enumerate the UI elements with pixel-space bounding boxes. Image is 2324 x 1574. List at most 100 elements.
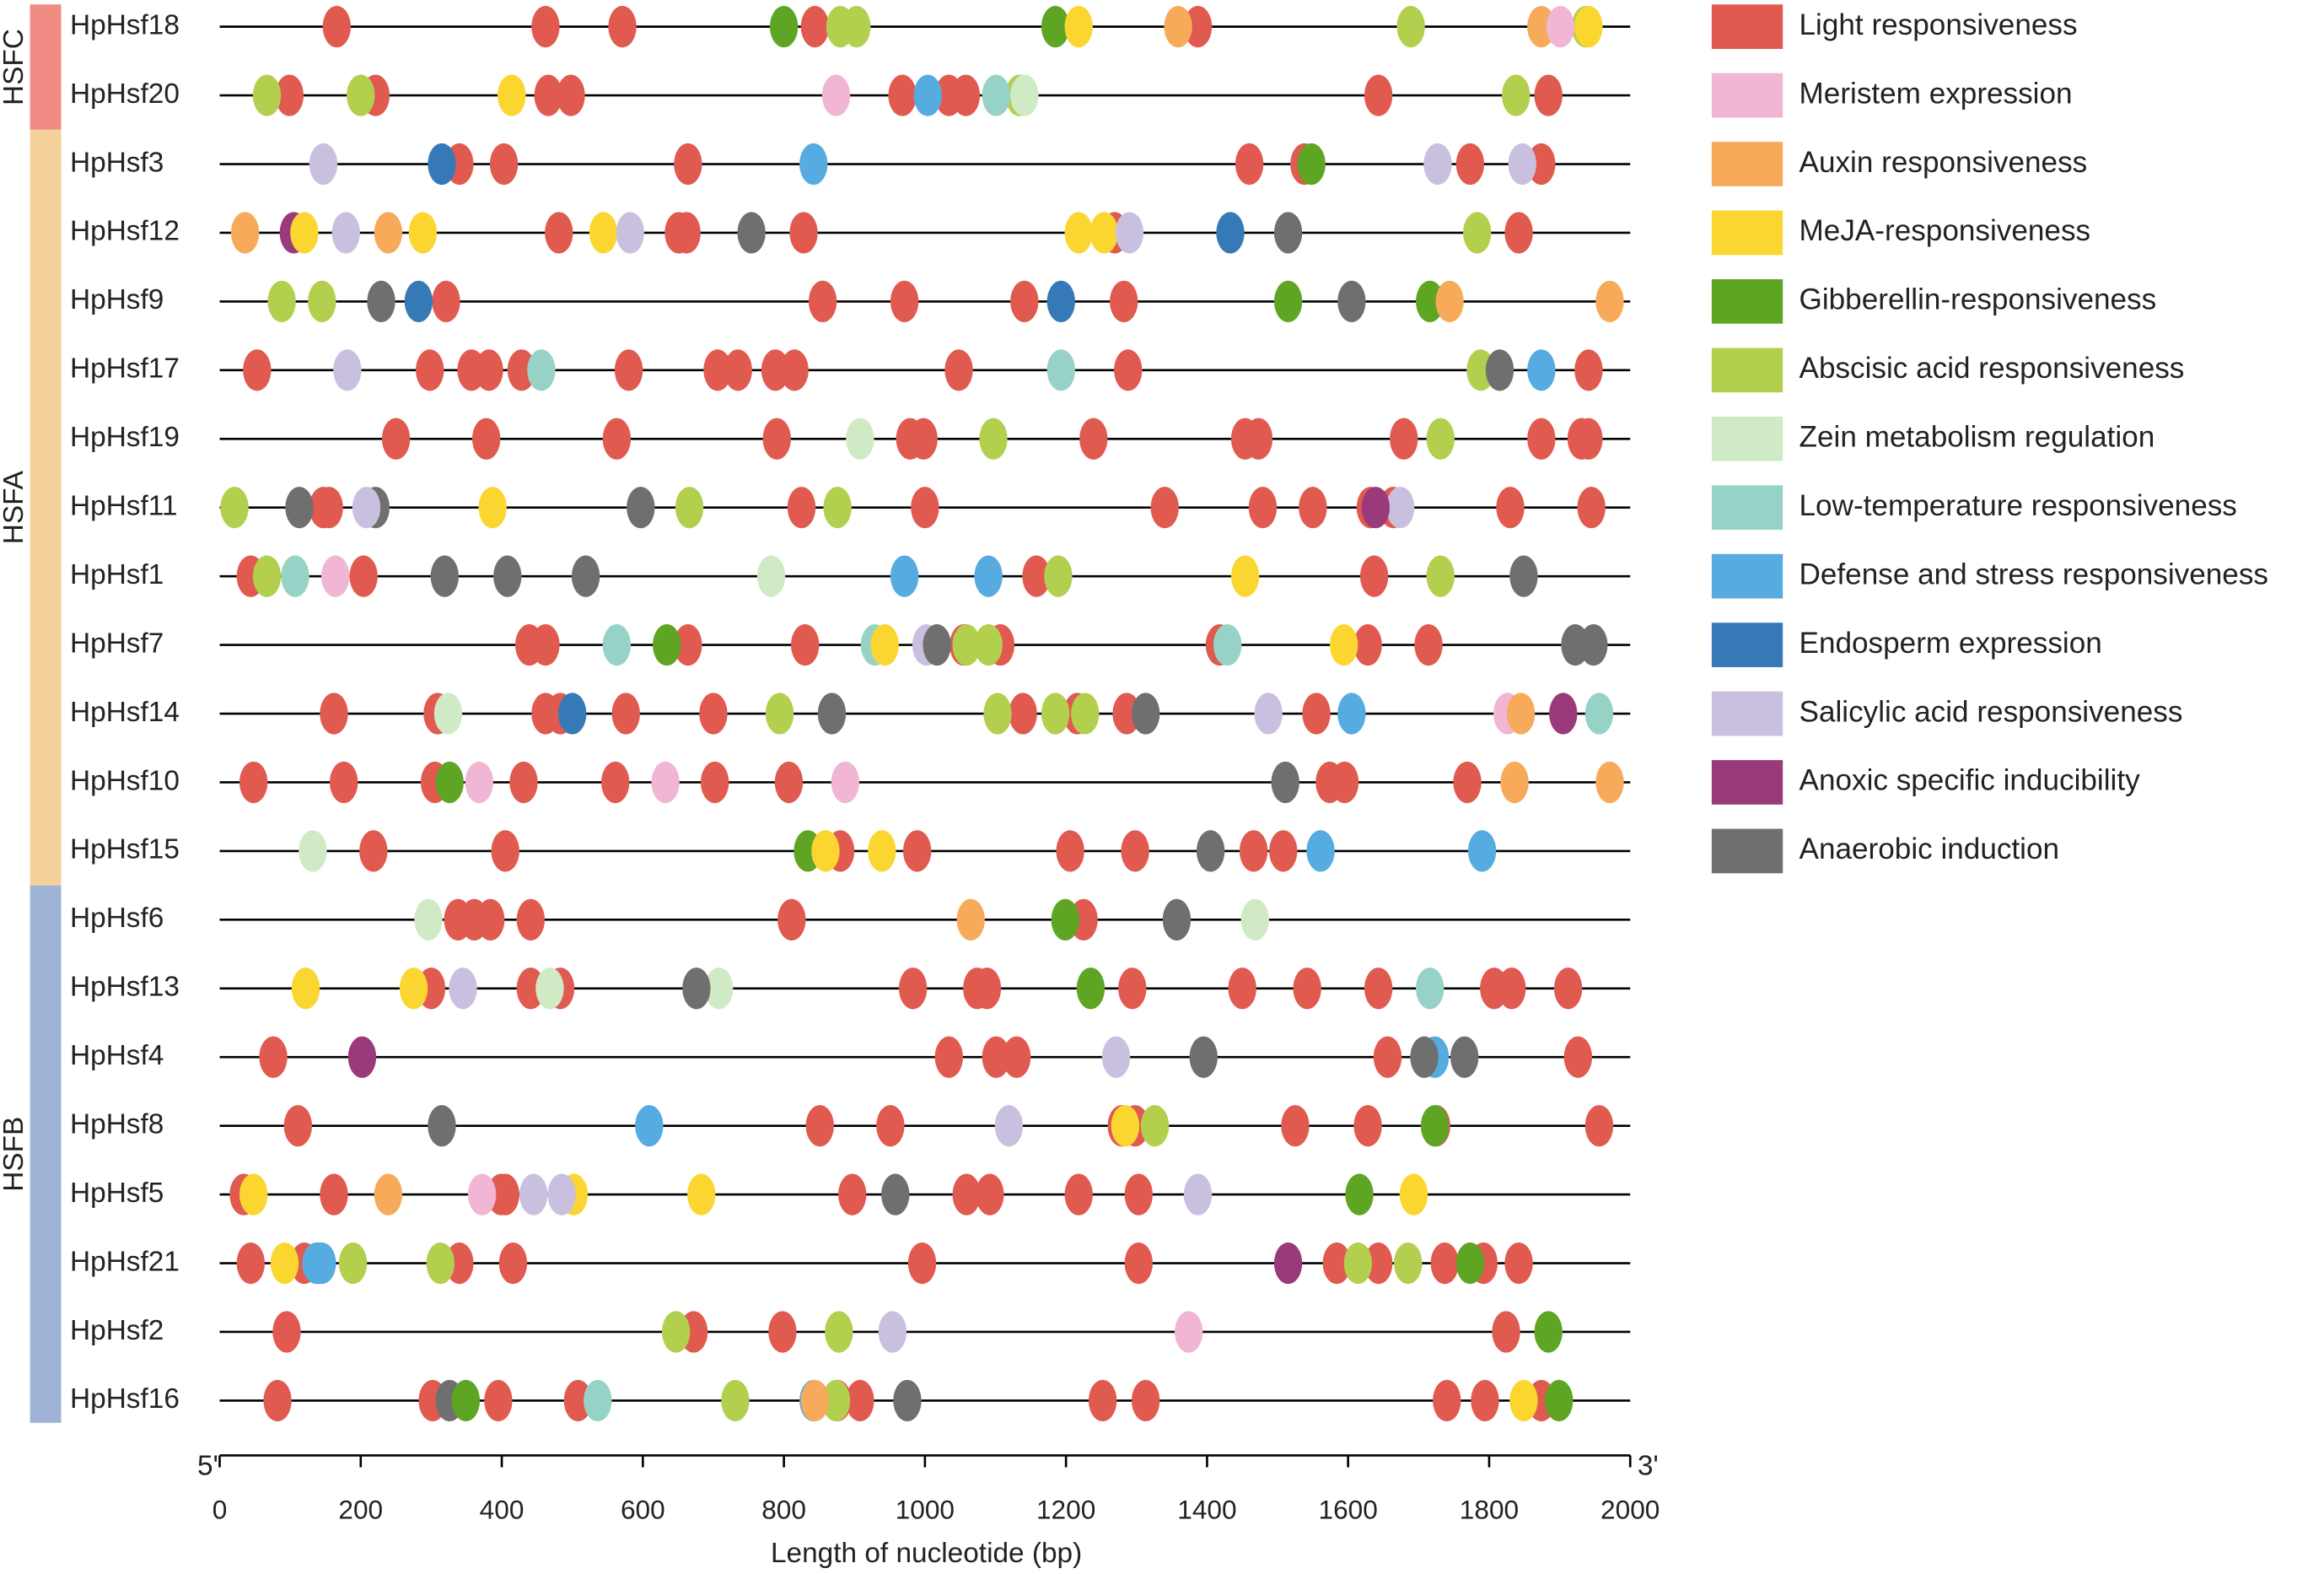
element-site bbox=[489, 143, 519, 186]
element-site bbox=[1435, 280, 1464, 322]
element-site bbox=[1359, 555, 1389, 597]
element-site bbox=[331, 212, 360, 254]
element-site bbox=[1394, 1242, 1423, 1285]
element-site bbox=[516, 898, 546, 941]
element-site bbox=[1248, 487, 1278, 529]
element-site bbox=[974, 555, 1003, 597]
element-site bbox=[545, 212, 573, 254]
element-site bbox=[799, 143, 828, 186]
x-tick-label: 1400 bbox=[1177, 1495, 1236, 1525]
element-site bbox=[1433, 1379, 1461, 1422]
element-site bbox=[349, 555, 378, 597]
element-site bbox=[602, 623, 632, 666]
element-site bbox=[252, 555, 282, 597]
element-site bbox=[1553, 968, 1583, 1010]
element-site bbox=[1450, 1036, 1479, 1078]
element-site bbox=[611, 693, 640, 735]
element-site bbox=[1577, 487, 1606, 529]
element-site bbox=[982, 74, 1011, 116]
element-site bbox=[699, 693, 728, 735]
element-site bbox=[737, 212, 766, 254]
x-tick-label: 1600 bbox=[1319, 1495, 1378, 1525]
element-site bbox=[467, 1173, 497, 1216]
element-site bbox=[909, 418, 938, 460]
element-site bbox=[374, 1173, 403, 1216]
x-tick-label: 0 bbox=[212, 1495, 228, 1525]
element-site bbox=[1271, 761, 1299, 804]
element-site bbox=[1584, 1105, 1614, 1147]
element-site bbox=[338, 1242, 368, 1285]
element-site bbox=[907, 1242, 937, 1285]
x-tick-label: 800 bbox=[761, 1495, 806, 1525]
element-site bbox=[1273, 280, 1303, 322]
element-site bbox=[661, 1311, 691, 1353]
element-site bbox=[672, 212, 701, 254]
element-site bbox=[1071, 693, 1100, 735]
legend-swatch bbox=[1711, 73, 1783, 118]
element-site bbox=[1396, 6, 1425, 48]
element-site bbox=[320, 1173, 348, 1216]
element-site bbox=[934, 1036, 963, 1078]
legend-swatch bbox=[1711, 279, 1783, 324]
legend-swatch bbox=[1711, 691, 1783, 736]
element-site bbox=[320, 555, 350, 597]
element-site bbox=[846, 1379, 874, 1422]
element-site bbox=[239, 761, 268, 804]
x-tick-label: 1200 bbox=[1036, 1495, 1095, 1525]
element-site bbox=[842, 6, 871, 48]
legend-label: Zein metabolism regulation bbox=[1799, 421, 2155, 454]
element-site bbox=[1330, 761, 1359, 804]
element-site bbox=[531, 623, 560, 666]
element-site bbox=[290, 212, 319, 254]
element-site bbox=[283, 1105, 313, 1147]
element-site bbox=[956, 898, 985, 941]
element-site bbox=[1364, 74, 1393, 116]
element-site bbox=[563, 1379, 593, 1422]
element-site bbox=[1189, 1036, 1218, 1078]
x-tick-label: 400 bbox=[480, 1495, 525, 1525]
element-site bbox=[1595, 280, 1624, 322]
legend-label: Abscisic acid responsiveness bbox=[1799, 352, 2185, 385]
element-site bbox=[876, 1105, 905, 1147]
element-site bbox=[1574, 418, 1603, 460]
gene-label: HpHsf5 bbox=[70, 1178, 164, 1209]
element-site bbox=[983, 693, 1012, 735]
element-site bbox=[1002, 1036, 1031, 1078]
element-site bbox=[1467, 830, 1497, 872]
gene-label: HpHsf8 bbox=[70, 1108, 164, 1140]
element-site bbox=[478, 487, 507, 529]
element-site bbox=[890, 555, 919, 597]
element-site bbox=[821, 74, 851, 116]
element-site bbox=[1162, 898, 1192, 941]
element-site bbox=[1492, 1311, 1520, 1353]
element-site bbox=[1496, 487, 1525, 529]
element-site bbox=[449, 968, 477, 1010]
element-site bbox=[239, 1173, 268, 1216]
element-site bbox=[275, 74, 304, 116]
element-site bbox=[635, 1105, 664, 1147]
element-site bbox=[974, 623, 1003, 666]
element-site bbox=[236, 1242, 266, 1285]
element-site bbox=[493, 555, 522, 597]
element-site bbox=[270, 1242, 299, 1285]
legend-label: Anaerobic induction bbox=[1799, 833, 2060, 865]
gene-label: HpHsf15 bbox=[70, 834, 180, 865]
group-label: HSFC bbox=[0, 29, 30, 105]
element-site bbox=[700, 761, 729, 804]
element-site bbox=[309, 143, 338, 186]
element-site bbox=[1239, 830, 1268, 872]
element-site bbox=[1273, 1242, 1303, 1285]
element-site bbox=[675, 487, 704, 529]
element-site bbox=[243, 349, 272, 391]
element-site bbox=[1230, 555, 1260, 597]
x-axis-label: Length of nucleotide (bp) bbox=[771, 1538, 1082, 1569]
element-site bbox=[1299, 487, 1327, 529]
element-site bbox=[1426, 418, 1455, 460]
element-site bbox=[259, 1036, 288, 1078]
element-site bbox=[1329, 623, 1358, 666]
element-site bbox=[399, 968, 428, 1010]
element-site bbox=[1345, 1173, 1374, 1216]
element-site bbox=[902, 830, 932, 872]
element-site bbox=[1228, 968, 1256, 1010]
